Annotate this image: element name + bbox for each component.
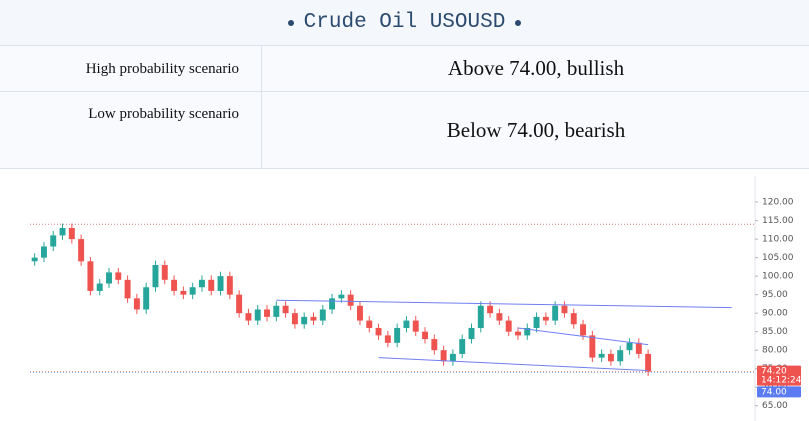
candle-body (50, 235, 57, 247)
row-label: Low probability scenario (0, 92, 262, 168)
candle-body (412, 320, 419, 332)
price-box (757, 365, 801, 386)
candle-body (171, 279, 178, 291)
candle-body (403, 320, 410, 328)
candle-body (580, 324, 587, 336)
candle-body (552, 305, 559, 321)
candle-body (115, 272, 122, 280)
candle-body (143, 287, 150, 310)
trendline (517, 327, 649, 346)
candle-body (366, 320, 373, 328)
trendline (378, 357, 649, 372)
candle-body (198, 279, 205, 288)
bullet (515, 19, 522, 26)
candle-body (273, 305, 280, 317)
candle-body (189, 287, 196, 295)
candle-body (459, 339, 466, 354)
candle-body (542, 316, 549, 321)
candle-body (329, 298, 336, 310)
candle-body (291, 313, 298, 325)
candle-body (515, 331, 521, 336)
candle-body (338, 294, 345, 299)
title: Crude Oil USOUSD (303, 11, 506, 34)
candle-body (236, 294, 243, 314)
price-label: 74.20 (761, 367, 787, 377)
candle-body (635, 342, 642, 354)
price-label: 74.00 (761, 387, 787, 397)
chart: 120.00 115.00 110.00 105.00 100.00 95.00 90.00… (28, 176, 809, 421)
candle-body (106, 272, 112, 284)
y-tick-label: 65.00 (762, 401, 788, 411)
candle-body (310, 316, 317, 321)
row-value: Above 74.00, bullish (447, 56, 625, 80)
candle-body (533, 316, 540, 328)
candle-body (384, 335, 391, 343)
candle-body (40, 246, 47, 258)
candle-body (347, 294, 354, 306)
candle-body (133, 298, 140, 310)
candle-body (477, 305, 484, 328)
candle-body (468, 327, 475, 340)
price-box (757, 386, 801, 398)
candle-body (496, 313, 503, 321)
candle-body (124, 279, 131, 299)
y-tick-label: 100.00 (762, 272, 794, 282)
candle-body (449, 353, 456, 362)
candle-body (607, 353, 614, 362)
row-value: Below 74.00, bearish (446, 118, 626, 142)
candle-body (505, 320, 512, 332)
candle-body (422, 331, 429, 340)
table-row: Low probability scenario Below 74.00, be… (0, 92, 809, 169)
candle-body (245, 313, 252, 321)
y-tick-label: 110.00 (762, 235, 794, 245)
candle-body (301, 316, 308, 325)
bullet (287, 19, 294, 26)
y-tick-label: 80.00 (762, 346, 788, 356)
row-label: High probability scenario (0, 46, 262, 91)
y-tick-label: 115.00 (762, 216, 794, 226)
candle-body (356, 305, 363, 321)
y-tick-label: 105.00 (762, 253, 794, 263)
candle-body (570, 313, 577, 325)
chart-bg (28, 176, 809, 421)
candle-body (96, 283, 103, 291)
candle-body (626, 342, 633, 351)
candle-body (68, 227, 75, 240)
trendline (276, 299, 732, 309)
candle-body (31, 257, 38, 262)
candle-body (264, 309, 270, 317)
y-tick-label: 95.00 (762, 290, 788, 300)
y-tick-label: 120.00 (762, 198, 794, 208)
candle-body (59, 227, 66, 236)
candle-body (617, 350, 624, 362)
candle-body (282, 305, 289, 314)
candle-body (561, 305, 568, 314)
candle-body (152, 265, 159, 288)
table-row: High probability scenario Above 74.00, b… (0, 46, 809, 92)
y-tick-label: 90.00 (762, 309, 788, 319)
title-bar: Crude Oil USOUSD (0, 0, 809, 46)
candle-body (645, 353, 652, 372)
candle-body (208, 279, 215, 291)
candle-body (375, 327, 382, 336)
countdown: 14:12:24 (761, 376, 802, 386)
candle-body (524, 327, 531, 336)
candle-body (217, 276, 224, 291)
candle-body (394, 327, 401, 343)
candle-body (589, 335, 596, 358)
candle-body (487, 305, 494, 314)
candle-body (78, 239, 85, 262)
candle-body (319, 309, 326, 321)
candle-body (440, 350, 447, 362)
candle-body (254, 309, 261, 321)
candle-body (180, 290, 187, 295)
candle-body (431, 339, 438, 351)
candle-body (598, 353, 605, 358)
candle-body (226, 276, 233, 295)
y-tick-label: 85.00 (762, 327, 788, 337)
candle-body (161, 265, 168, 280)
candle-body (87, 261, 94, 291)
